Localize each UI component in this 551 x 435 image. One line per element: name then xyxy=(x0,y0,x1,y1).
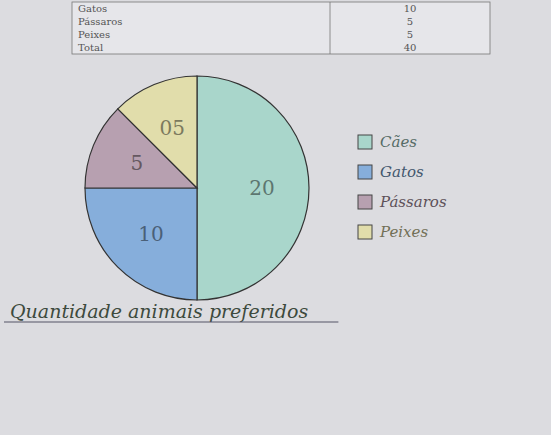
pie xyxy=(85,76,309,300)
data-table: Gatos 10 Pássaros 5 Peixes 5 Total 40 xyxy=(72,2,490,54)
table-cell: Total xyxy=(78,42,103,53)
table-frame xyxy=(72,2,490,54)
pie-slice xyxy=(118,76,197,188)
pie-slice xyxy=(85,188,197,300)
legend-swatch xyxy=(358,225,372,239)
table-cell: Gatos xyxy=(78,3,107,14)
paper xyxy=(0,0,551,435)
legend-label: Peixes xyxy=(379,223,428,241)
data-label: 05 xyxy=(159,116,184,140)
table-cell: 5 xyxy=(407,29,413,40)
legend: Cães Gatos Pássaros Peixes xyxy=(358,133,447,241)
table-cell: Pássaros xyxy=(78,16,122,27)
legend-swatch xyxy=(358,165,372,179)
data-label: 20 xyxy=(249,176,274,200)
table-cell: 40 xyxy=(404,42,417,53)
table-divider xyxy=(330,2,331,54)
legend-swatch xyxy=(358,195,372,209)
table-cell: 5 xyxy=(407,16,413,27)
chart-title: Quantidade animais preferidos xyxy=(10,300,308,322)
legend-label: Gatos xyxy=(380,163,424,181)
title-underline xyxy=(4,322,338,323)
legend-label: Cães xyxy=(380,133,417,151)
data-label: 5 xyxy=(131,151,144,175)
table-cell: 10 xyxy=(404,3,417,14)
legend-label: Pássaros xyxy=(379,193,447,211)
table-cell: Peixes xyxy=(78,29,110,40)
legend-swatch xyxy=(358,135,372,149)
data-label: 10 xyxy=(138,222,163,246)
pie-slice xyxy=(197,76,309,300)
